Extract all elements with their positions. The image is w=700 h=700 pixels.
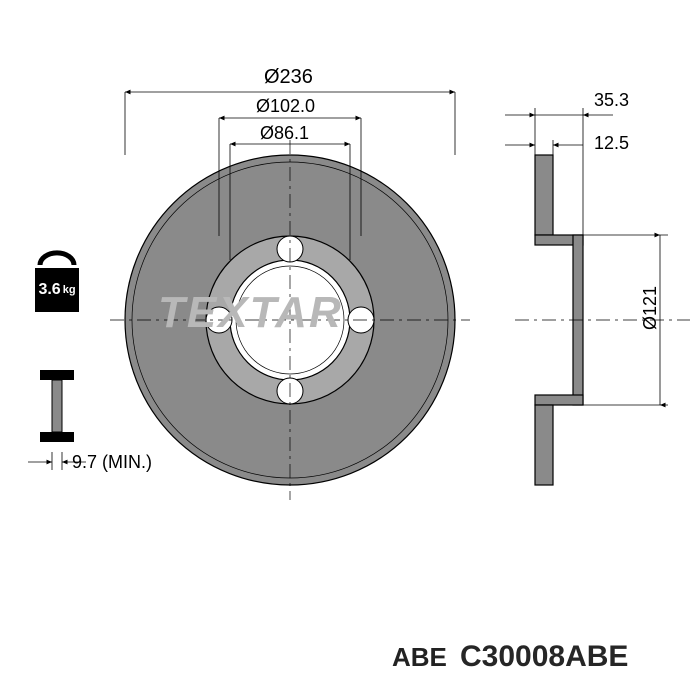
dim-offset bbox=[505, 108, 613, 235]
dim-thickness bbox=[505, 140, 583, 155]
label-hat-diameter: Ø121 bbox=[640, 286, 661, 330]
weight-box: 3.6 kg bbox=[35, 268, 79, 312]
label-min-thickness: 9.7 (MIN.) bbox=[72, 452, 152, 473]
weight-value: 3.6 bbox=[38, 281, 60, 299]
label-center-bore: Ø86.1 bbox=[260, 123, 309, 144]
label-offset: 35.3 bbox=[594, 90, 629, 111]
label-bolt-circle: Ø102.0 bbox=[256, 96, 315, 117]
label-outer-diameter: Ø236 bbox=[264, 66, 313, 89]
front-view bbox=[110, 140, 470, 500]
side-view bbox=[515, 155, 690, 485]
label-thickness: 12.5 bbox=[594, 133, 629, 154]
weight-icon bbox=[40, 253, 74, 265]
part-number: C30008ABE bbox=[460, 640, 628, 674]
brand-label: ABE bbox=[392, 642, 447, 673]
weight-unit: kg bbox=[63, 284, 76, 296]
